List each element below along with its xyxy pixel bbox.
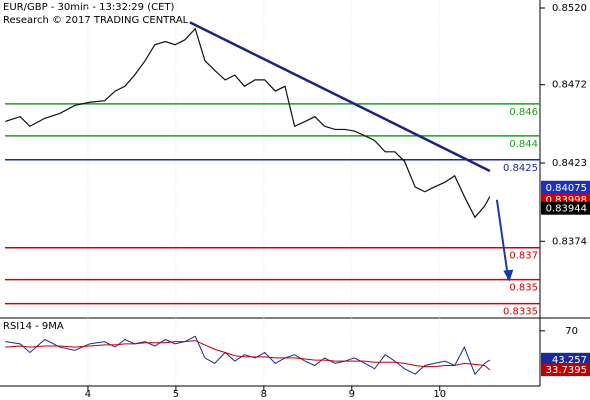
y-tick-label: 70 xyxy=(565,326,578,337)
arrow-head xyxy=(503,269,514,282)
rsi-title: RSI14 - 9MA xyxy=(3,321,64,332)
level-label: 0.844 xyxy=(509,139,538,150)
x-tick-label: 4 xyxy=(85,389,91,400)
rsi-label: 43.257 xyxy=(552,355,587,366)
level-label: 0.8425 xyxy=(503,163,538,174)
y-tick-label: 0.8472 xyxy=(552,80,587,91)
trendline xyxy=(189,21,491,173)
y-tick-label: 0.8520 xyxy=(552,3,587,14)
x-tick-label: 9 xyxy=(349,389,355,400)
level-label: 0.837 xyxy=(509,251,538,262)
price-label-box xyxy=(541,201,590,215)
y-tick-label: 0.8374 xyxy=(552,236,587,247)
level-label: 0.846 xyxy=(509,107,538,118)
chart-title: EUR/GBP - 30min - 13:32:29 (CET) xyxy=(3,2,175,13)
rsi-label-box xyxy=(541,363,590,377)
price-label: 0.83944 xyxy=(546,204,587,215)
x-tick-label: 8 xyxy=(261,389,267,400)
x-tick-label: 5 xyxy=(173,389,179,400)
chart-subtitle: Research © 2017 TRADING CENTRAL xyxy=(3,15,189,26)
level-label: 0.835 xyxy=(509,283,538,294)
rsi-label-box xyxy=(541,352,590,366)
price-label: 0.83998 xyxy=(546,195,587,206)
level-label: 0.8335 xyxy=(503,307,538,318)
rsi-line xyxy=(5,340,491,371)
x-tick-label: 10 xyxy=(433,389,446,400)
price-label: 0.84075 xyxy=(546,183,587,194)
y-tick-label: 0.8423 xyxy=(552,158,587,169)
rsi-label: 33.7395 xyxy=(546,365,587,376)
projection-arrow xyxy=(495,199,510,280)
price-label-box xyxy=(541,180,590,194)
price-line xyxy=(5,27,491,219)
